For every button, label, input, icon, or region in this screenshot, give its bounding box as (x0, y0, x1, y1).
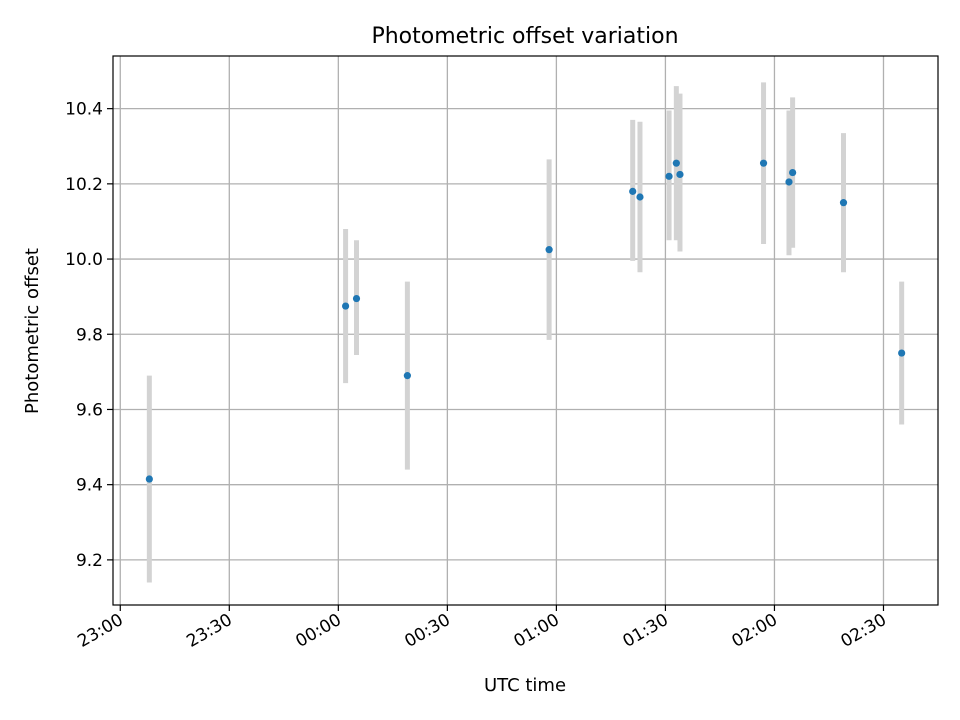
x-tick-label: 01:30 (619, 610, 671, 652)
y-tick-label: 9.2 (76, 551, 103, 571)
x-tick-label: 02:00 (729, 610, 781, 652)
data-point (676, 170, 684, 179)
y-tick-label: 10.0 (65, 250, 103, 270)
x-tick-label: 02:30 (838, 610, 890, 652)
data-point (341, 302, 350, 310)
data-point (898, 349, 906, 357)
tick-layer: 23:00 23:30 00:00 00:30 01:00 01:30 02:00 02:30… (65, 100, 890, 652)
plot-frame (112, 55, 939, 606)
data-point (672, 159, 680, 167)
errorbar-layer (146, 82, 905, 583)
grid-layer (113, 56, 938, 605)
data-point (636, 193, 644, 201)
data-point (789, 168, 797, 177)
x-tick-label: 01:00 (510, 610, 562, 652)
x-tick-label: 00:00 (292, 610, 344, 652)
data-point (665, 172, 673, 180)
y-tick-label: 10.2 (65, 175, 103, 195)
y-tick-label: 9.4 (76, 476, 103, 496)
data-point (839, 199, 848, 207)
data-point (403, 372, 411, 380)
x-tick-label: 00:30 (401, 610, 453, 652)
chart-title: Photometric offset variation (371, 24, 678, 49)
y-tick-label: 9.6 (76, 400, 103, 420)
x-tick-label: 23:00 (74, 610, 126, 652)
data-point (145, 475, 153, 483)
y-axis-label: Photometric offset (22, 248, 43, 414)
point-layer (145, 159, 906, 483)
x-axis-label: UTC time (484, 675, 566, 696)
y-tick-label: 10.4 (65, 100, 103, 120)
data-point (759, 159, 768, 167)
data-point (785, 178, 793, 186)
data-point (629, 187, 637, 195)
data-point (352, 294, 361, 303)
x-tick-label: 23:30 (183, 610, 235, 652)
y-tick-label: 9.8 (76, 325, 103, 345)
data-point (545, 246, 553, 254)
